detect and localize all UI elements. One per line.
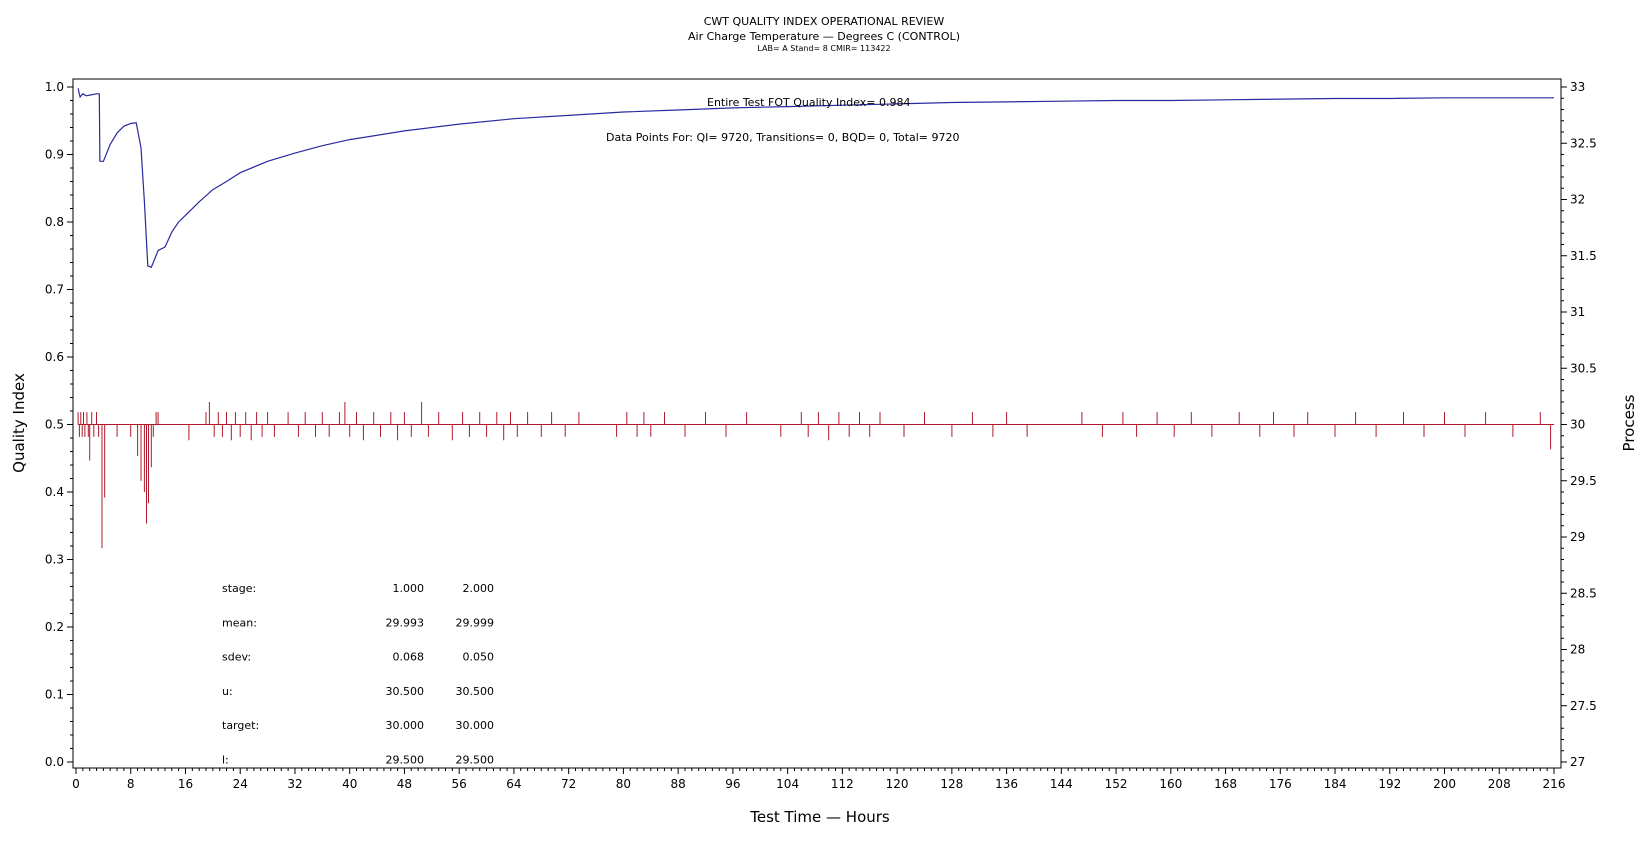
stats-row-stage2-value: 30.500	[456, 685, 495, 698]
x-tick-label: 96	[725, 777, 740, 791]
x-tick-label: 200	[1433, 777, 1456, 791]
y-left-tick-label: 0.5	[45, 418, 64, 432]
y-left-tick-label: 0.7	[45, 283, 64, 297]
y-left-tick-label: 0.3	[45, 553, 64, 567]
x-tick-label: 40	[342, 777, 357, 791]
x-tick-label: 0	[72, 777, 80, 791]
plot-area	[72, 78, 1562, 769]
x-tick-label: 176	[1269, 777, 1292, 791]
y-right-tick-label: 28.5	[1570, 586, 1597, 600]
y-right-tick-label: 31	[1570, 305, 1585, 319]
stats-row-stage1-value: 30.500	[386, 685, 425, 698]
stats-row-label: sdev:	[222, 651, 251, 664]
x-tick-label: 192	[1378, 777, 1401, 791]
quality-index-annotation: Entire Test FOT Quality Index= 0.984	[707, 96, 910, 109]
chart-subtitle-run-info: LAB= A Stand= 8 CMIR= 113422	[757, 44, 890, 53]
stats-table: stage: 1.000 2.000 mean: 29.993 29.999 sdev: 0.…	[222, 582, 494, 767]
y-left-tick-label: 0.8	[45, 215, 64, 229]
plot-frame	[72, 78, 1562, 769]
stats-row-stage1-value: 30.000	[386, 719, 425, 732]
stats-row-stage1-value: 0.068	[393, 651, 425, 664]
stats-row-stage2-value: 30.000	[456, 719, 495, 732]
x-tick-label: 168	[1214, 777, 1237, 791]
y-left-tick-label: 0.2	[45, 620, 64, 634]
x-tick-label: 56	[452, 777, 467, 791]
stats-row-label: l:	[222, 754, 229, 767]
stats-row-stage1-value: 29.993	[386, 616, 425, 629]
x-axis-label: Test Time — Hours	[749, 808, 890, 826]
x-tick-label: 72	[561, 777, 576, 791]
stats-row-stage2-value: 2.000	[463, 582, 495, 595]
x-tick-label: 16	[178, 777, 193, 791]
y-right-tick-label: 32	[1570, 193, 1585, 207]
y-right-tick-label: 27	[1570, 755, 1585, 769]
x-tick-label: 104	[776, 777, 799, 791]
y-axis-label-right: Process	[1620, 394, 1638, 451]
quality-index-series-line	[77, 88, 1554, 268]
stats-row-stage1-value: 29.500	[386, 754, 425, 767]
y-left-tick-label: 0.9	[45, 148, 64, 162]
y-left-tick-label: 0.1	[45, 688, 64, 702]
stats-row-stage2-value: 0.050	[463, 651, 495, 664]
stats-row-stage1-value: 1.000	[393, 582, 425, 595]
x-tick-label: 80	[616, 777, 631, 791]
stats-row-label: stage:	[222, 582, 256, 595]
x-tick-label: 112	[831, 777, 854, 791]
x-tick-label: 48	[397, 777, 412, 791]
y-left-tick-label: 0.6	[45, 350, 64, 364]
y-right-tick-label: 29.5	[1570, 474, 1597, 488]
y-right-tick-label: 30	[1570, 418, 1585, 432]
stats-row-label: mean:	[222, 616, 257, 629]
x-tick-label: 24	[233, 777, 248, 791]
x-tick-label: 136	[995, 777, 1018, 791]
x-tick-label: 120	[886, 777, 909, 791]
x-tick-label: 8	[127, 777, 135, 791]
y-left-tick-label: 0.0	[45, 755, 64, 769]
x-tick-label: 32	[287, 777, 302, 791]
y-axis-label-left: Quality Index	[10, 373, 28, 473]
y-left-tick-label: 1.0	[45, 80, 64, 94]
y-right-tick-label: 31.5	[1570, 249, 1597, 263]
chart-title: CWT QUALITY INDEX OPERATIONAL REVIEW	[704, 15, 945, 28]
axis-ticks: 0 8 16 24 32 40 48 56 64 72 80 88 96 104 112 120 128 136 1…	[45, 80, 1597, 791]
x-tick-label: 88	[671, 777, 686, 791]
x-tick-label: 160	[1159, 777, 1182, 791]
stats-row-stage2-value: 29.500	[456, 754, 495, 767]
stats-row-label: u:	[222, 685, 233, 698]
x-tick-label: 64	[506, 777, 521, 791]
process-series-line	[77, 402, 1552, 549]
x-tick-label: 184	[1324, 777, 1347, 791]
y-right-tick-label: 32.5	[1570, 136, 1597, 150]
y-right-tick-label: 30.5	[1570, 361, 1597, 375]
x-tick-label: 216	[1543, 777, 1566, 791]
series-group	[77, 88, 1554, 549]
x-tick-label: 152	[1105, 777, 1128, 791]
y-right-tick-label: 33	[1570, 80, 1585, 94]
y-right-tick-label: 29	[1570, 530, 1585, 544]
data-points-annotation: Data Points For: QI= 9720, Transitions= …	[606, 131, 960, 144]
y-right-tick-label: 28	[1570, 643, 1585, 657]
x-tick-label: 144	[1050, 777, 1073, 791]
x-tick-label: 208	[1488, 777, 1511, 791]
stats-row-label: target:	[222, 719, 259, 732]
y-right-tick-label: 27.5	[1570, 699, 1597, 713]
y-left-tick-label: 0.4	[45, 485, 64, 499]
stats-row-stage2-value: 29.999	[456, 616, 495, 629]
x-tick-label: 128	[940, 777, 963, 791]
chart-subtitle: Air Charge Temperature — Degrees C (CONT…	[688, 30, 960, 43]
